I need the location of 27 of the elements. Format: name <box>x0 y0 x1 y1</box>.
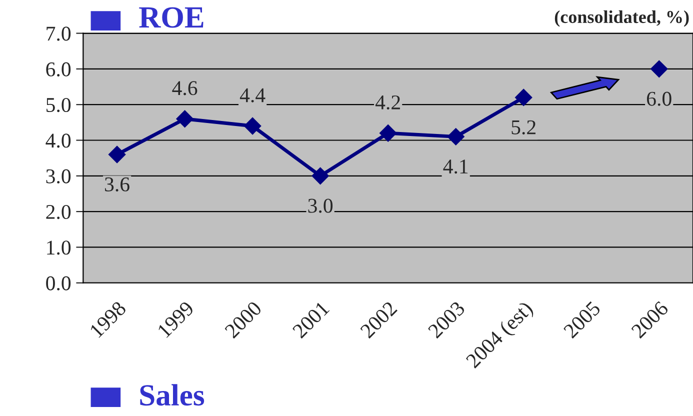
point <box>244 117 262 135</box>
point <box>447 128 464 146</box>
data-label: 4.1 <box>443 160 468 174</box>
data-label: 4.4 <box>240 88 266 102</box>
y-tick-label: 2.0 <box>46 204 71 220</box>
data-label: 6.0 <box>646 92 672 106</box>
point <box>176 110 194 128</box>
y-tick-label: 4.0 <box>46 134 71 148</box>
y-tick-label: 0.0 <box>46 276 71 290</box>
point <box>312 167 329 184</box>
text: Sales <box>140 384 204 406</box>
data-label: 3.6 <box>105 177 130 192</box>
y-tick-label: 7.0 <box>46 26 71 41</box>
point <box>650 60 668 78</box>
point <box>108 146 126 164</box>
y-tick-label: 5.0 <box>46 98 71 112</box>
y-tick-label: 1.0 <box>47 240 71 255</box>
data-label: 4.2 <box>375 95 400 110</box>
point <box>515 88 532 106</box>
y-tick-label: 3.0 <box>46 169 71 184</box>
point <box>380 124 397 142</box>
data-label: 4.6 <box>172 81 198 96</box>
chart-subtitle: (consolidated, %) <box>554 10 689 27</box>
data-label: 5.2 <box>512 120 536 134</box>
chart-title: ROE <box>139 7 204 28</box>
data-label: 3.0 <box>308 198 333 213</box>
y-tick-label: 6.0 <box>46 62 71 76</box>
